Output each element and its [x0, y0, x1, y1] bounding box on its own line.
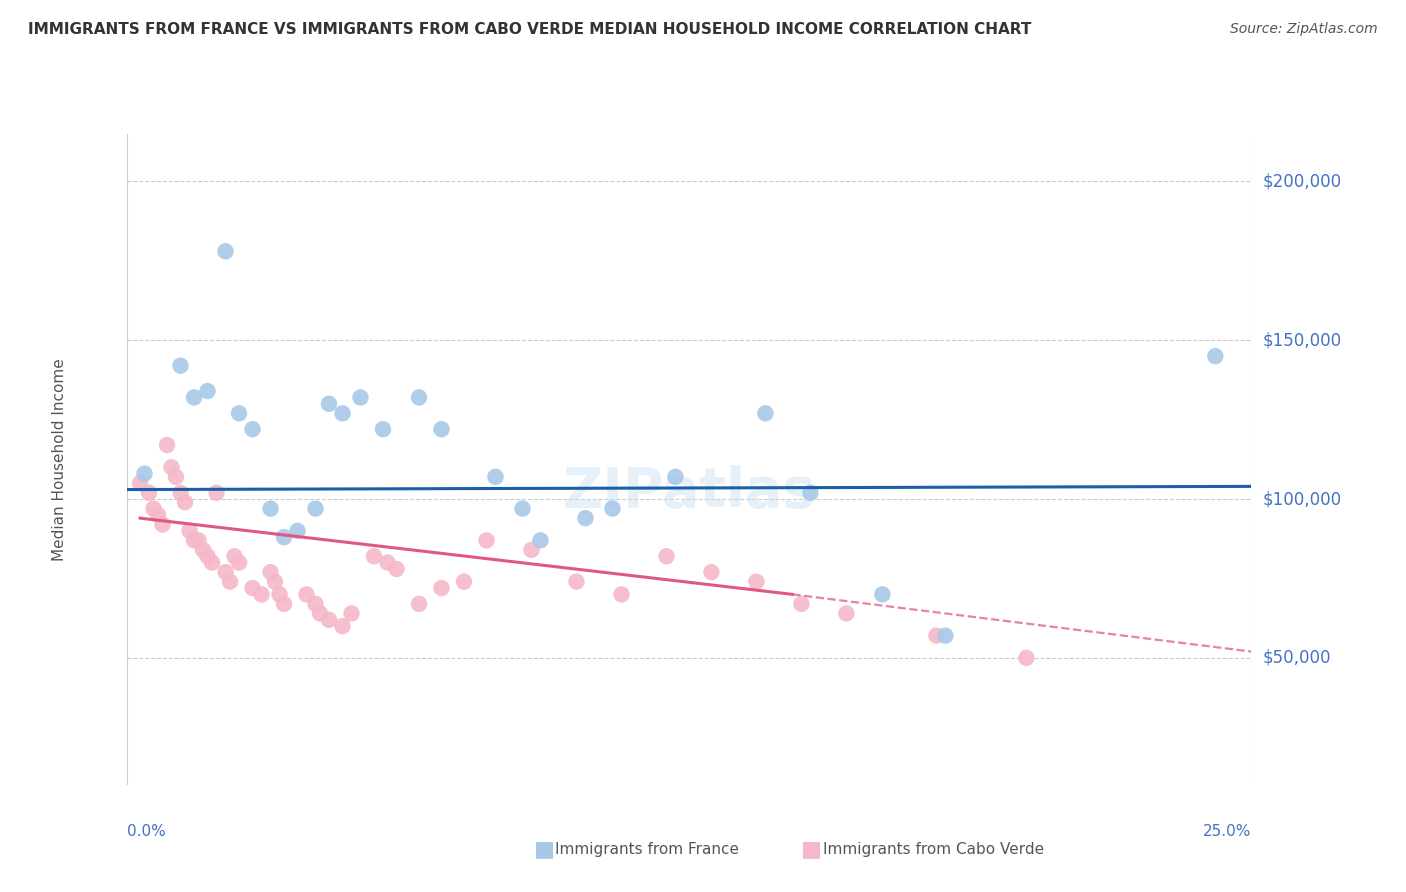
Point [205, 485, 228, 500]
Point [169, 359, 191, 373]
Text: ■: ■ [534, 839, 555, 859]
Point [745, 574, 768, 589]
Point [242, 581, 264, 595]
Point [754, 406, 776, 420]
Text: 25.0%: 25.0% [1204, 824, 1251, 838]
Point [602, 501, 624, 516]
Point [169, 485, 191, 500]
Text: Median Household Income: Median Household Income [52, 358, 67, 561]
Point [340, 607, 363, 621]
Point [269, 587, 291, 601]
Point [655, 549, 678, 564]
Point [1204, 349, 1226, 363]
Text: $100,000: $100,000 [1263, 490, 1341, 508]
Text: $50,000: $50,000 [1263, 648, 1331, 667]
Point [201, 556, 224, 570]
Text: Immigrants from Cabo Verde: Immigrants from Cabo Verde [823, 842, 1043, 856]
Point [408, 597, 430, 611]
Point [430, 422, 453, 436]
Point [475, 533, 498, 548]
Point [273, 597, 295, 611]
Point [610, 587, 633, 601]
Point [138, 485, 160, 500]
Point [183, 533, 205, 548]
Point [664, 470, 686, 484]
Text: 0.0%: 0.0% [127, 824, 166, 838]
Point [934, 629, 956, 643]
Point [520, 542, 543, 557]
Point [264, 574, 287, 589]
Point [925, 629, 948, 643]
Point [574, 511, 596, 525]
Point [129, 476, 152, 491]
Point [183, 391, 205, 405]
Point [165, 470, 187, 484]
Point [134, 467, 156, 481]
Point [790, 597, 813, 611]
Point [242, 422, 264, 436]
Point [214, 565, 236, 579]
Point [700, 565, 723, 579]
Point [259, 501, 281, 516]
Point [318, 397, 340, 411]
Point [371, 422, 394, 436]
Point [197, 384, 219, 398]
Point [273, 530, 295, 544]
Point [408, 391, 430, 405]
Point [160, 460, 183, 475]
Point [191, 542, 214, 557]
Text: $200,000: $200,000 [1263, 172, 1341, 191]
Point [287, 524, 309, 538]
Point [304, 597, 326, 611]
Point [146, 508, 169, 522]
Point [187, 533, 209, 548]
Point [453, 574, 475, 589]
Text: $150,000: $150,000 [1263, 331, 1341, 350]
Point [872, 587, 894, 601]
Text: Source: ZipAtlas.com: Source: ZipAtlas.com [1230, 22, 1378, 37]
Point [179, 524, 201, 538]
Point [332, 406, 354, 420]
Point [565, 574, 588, 589]
Point [228, 556, 250, 570]
Point [799, 485, 821, 500]
Point [332, 619, 354, 633]
Point [529, 533, 551, 548]
Point [309, 607, 332, 621]
Point [385, 562, 408, 576]
Point [377, 556, 399, 570]
Text: ■: ■ [801, 839, 823, 859]
Point [295, 587, 318, 601]
Point [363, 549, 385, 564]
Point [214, 244, 236, 259]
Point [228, 406, 250, 420]
Point [349, 391, 371, 405]
Point [224, 549, 246, 564]
Point [1015, 651, 1038, 665]
Point [512, 501, 534, 516]
Point [835, 607, 858, 621]
Text: IMMIGRANTS FROM FRANCE VS IMMIGRANTS FROM CABO VERDE MEDIAN HOUSEHOLD INCOME COR: IMMIGRANTS FROM FRANCE VS IMMIGRANTS FRO… [28, 22, 1032, 37]
Point [318, 613, 340, 627]
Point [152, 517, 174, 532]
Point [484, 470, 506, 484]
Point [219, 574, 242, 589]
Point [304, 501, 326, 516]
Point [250, 587, 273, 601]
Point [430, 581, 453, 595]
Point [197, 549, 219, 564]
Text: ZIPatlas: ZIPatlas [562, 465, 815, 519]
Point [156, 438, 179, 452]
Text: Immigrants from France: Immigrants from France [555, 842, 740, 856]
Point [259, 565, 281, 579]
Point [142, 501, 165, 516]
Point [174, 495, 197, 509]
